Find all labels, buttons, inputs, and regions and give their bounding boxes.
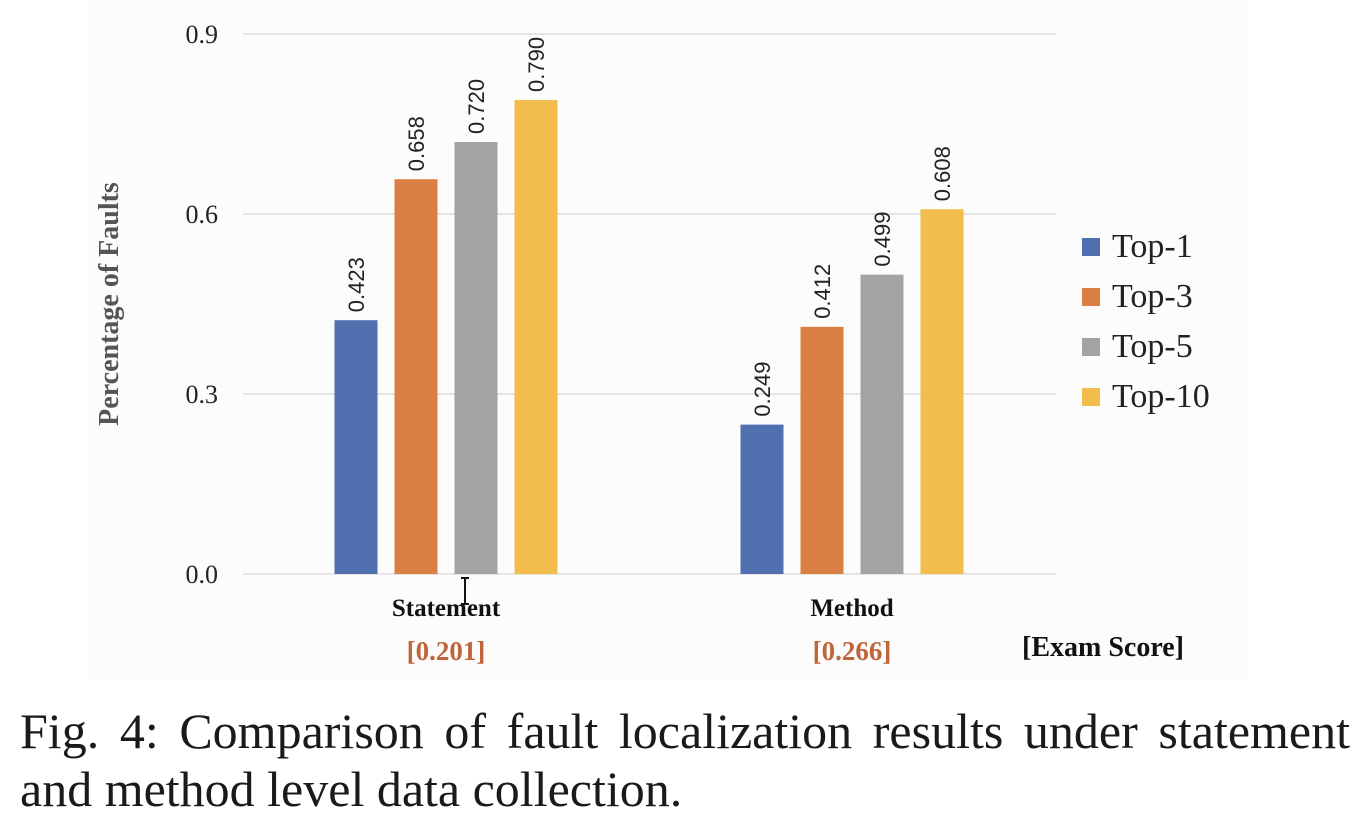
exam-score-value: [0.266] bbox=[813, 636, 892, 666]
data-label: 0.720 bbox=[464, 79, 489, 134]
legend-item: Top-3 bbox=[1082, 272, 1210, 322]
bar bbox=[514, 100, 558, 574]
legend-swatch bbox=[1082, 388, 1100, 406]
legend-label: Top-10 bbox=[1112, 378, 1210, 415]
legend: Top-1 Top-3 Top-5 Top-10 bbox=[1082, 222, 1210, 422]
data-label: 0.658 bbox=[404, 116, 429, 171]
y-axis-label: Percentage of Faults bbox=[94, 182, 125, 426]
legend-item: Top-5 bbox=[1082, 322, 1210, 372]
bar bbox=[394, 179, 438, 574]
bar bbox=[800, 326, 844, 574]
data-label: 0.790 bbox=[524, 37, 549, 92]
y-tick-label: 0.3 bbox=[186, 380, 219, 409]
figure-caption: Fig. 4: Comparison of fault localization… bbox=[20, 703, 1350, 817]
chart-panel: 0.0 0.3 0.6 0.9 Percentage of Faults 0.423 0.6… bbox=[88, 0, 1248, 680]
y-tick-label: 0.6 bbox=[186, 200, 219, 229]
bar bbox=[920, 209, 964, 574]
text-cursor-icon bbox=[461, 577, 469, 605]
x-tick-label: Method bbox=[810, 595, 893, 622]
bar bbox=[860, 274, 904, 574]
legend-label: Top-1 bbox=[1112, 228, 1193, 265]
exam-score-value: [0.201] bbox=[407, 636, 486, 666]
bar bbox=[454, 142, 498, 574]
exam-score-label: [Exam Score] bbox=[1022, 632, 1184, 663]
data-label: 0.412 bbox=[810, 264, 835, 319]
bar bbox=[740, 424, 784, 574]
y-tick-label: 0.0 bbox=[186, 560, 219, 589]
data-label: 0.608 bbox=[930, 146, 955, 201]
x-tick-label: Statement bbox=[392, 595, 501, 622]
data-label: 0.249 bbox=[750, 362, 775, 417]
legend-item: Top-10 bbox=[1082, 372, 1210, 422]
data-label: 0.499 bbox=[870, 212, 895, 267]
legend-swatch bbox=[1082, 288, 1100, 306]
legend-label: Top-3 bbox=[1112, 278, 1193, 315]
legend-swatch bbox=[1082, 338, 1100, 356]
data-label: 0.423 bbox=[344, 257, 369, 312]
legend-label: Top-5 bbox=[1112, 328, 1193, 365]
y-tick-label: 0.9 bbox=[186, 20, 219, 49]
legend-swatch bbox=[1082, 238, 1100, 256]
legend-item: Top-1 bbox=[1082, 222, 1210, 272]
bar-chart: 0.0 0.3 0.6 0.9 Percentage of Faults 0.423 0.6… bbox=[94, 20, 1056, 666]
bar bbox=[334, 320, 378, 574]
